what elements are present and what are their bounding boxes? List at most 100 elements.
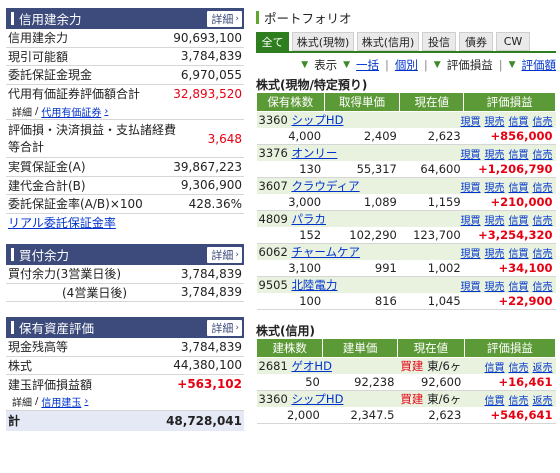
cost-cell: 816 <box>324 293 400 310</box>
margin-row: 実質保証金(A) 39,867,223 <box>6 158 244 177</box>
trade-link[interactable]: 現売 <box>484 149 505 161</box>
stock-name-link[interactable]: 北陸電力 <box>291 278 338 292</box>
holding-values-row: 4,000 2,409 2,623 +856,000 <box>256 128 556 145</box>
stock-name-link[interactable]: チャームケア <box>291 245 360 259</box>
trade-link[interactable]: 現売 <box>484 116 505 128</box>
tab-funds[interactable]: 投信 <box>422 32 456 51</box>
triangle-down-icon: ▼ <box>433 59 441 70</box>
trade-link[interactable]: 信売 <box>532 116 553 128</box>
trade-link[interactable]: 信買 <box>508 149 529 161</box>
position-side: 買建 <box>400 359 424 373</box>
individual-link[interactable]: 個別 <box>394 57 418 72</box>
stock-name-link[interactable]: シップHD <box>291 113 344 127</box>
trade-link[interactable]: 信買 <box>508 215 529 227</box>
assets-detail-button[interactable]: 詳細 › <box>207 319 242 336</box>
trade-link[interactable]: 信売 <box>532 281 553 293</box>
trade-link[interactable]: 返売 <box>532 395 553 407</box>
trade-link[interactable]: 現買 <box>460 215 481 227</box>
buying-detail-button[interactable]: 詳細 › <box>207 246 242 263</box>
stock-name-link[interactable]: シップHD <box>291 392 344 406</box>
holding-name-cell: 3360 シップHD <box>256 111 400 128</box>
pnl-cell: +546,641 <box>464 407 556 424</box>
holding-name-cell: 6062 チャームケア <box>256 243 400 260</box>
trade-link[interactable]: 信売 <box>508 395 529 407</box>
stock-name-link[interactable]: ゲオHD <box>291 359 332 373</box>
cost-cell: 102,290 <box>324 227 400 244</box>
chevron-right-icon[interactable]: › <box>104 105 109 117</box>
trade-link[interactable]: 信売 <box>532 215 553 227</box>
substitute-securities-link[interactable]: 代用有価証券 <box>41 107 102 119</box>
portfolio-panel: ポートフォリオ 全て 株式(現物) 株式(信用) 投信 債券 CW ▼ 表示 ▼… <box>255 8 557 424</box>
pnl-cell: +210,000 <box>463 194 556 211</box>
trade-link[interactable]: 信売 <box>532 248 553 260</box>
tab-bonds[interactable]: 債券 <box>459 32 493 51</box>
trade-link[interactable]: 現買 <box>460 281 481 293</box>
trade-link[interactable]: 信売 <box>532 149 553 161</box>
chevron-right-icon[interactable]: › <box>84 396 89 407</box>
holding-values-row: 130 55,317 64,600 +1,206,790 <box>256 161 556 178</box>
margin-row: 代用有価証券評価額合計 32,893,520 <box>8 86 242 102</box>
trade-link[interactable]: 現買 <box>460 149 481 161</box>
trade-link[interactable]: 信売 <box>532 182 553 194</box>
trade-link[interactable]: 現買 <box>460 182 481 194</box>
stock-name-link[interactable]: オンリー <box>291 146 338 160</box>
position-side: 買建 <box>400 392 424 406</box>
trade-link[interactable]: 信買 <box>484 362 505 374</box>
tab-cw[interactable]: CW <box>496 32 530 51</box>
trade-links: 現買 現売 信買 信売 <box>399 210 556 227</box>
tab-cash-stock[interactable]: 株式(現物) <box>292 32 354 51</box>
trade-link[interactable]: 現買 <box>460 116 481 128</box>
cash-stock-section-title: 株式(現物/特定預り) <box>256 77 368 92</box>
margin-positions-link[interactable]: 信用建玉 <box>41 398 82 409</box>
price-cell: 92,600 <box>397 374 465 391</box>
trade-link[interactable]: 信買 <box>508 248 529 260</box>
side-market-cell: 買建 東/6ヶ <box>397 390 465 407</box>
holding-name-row: 4809 パラカ 現買 現売 信買 信売 <box>256 210 556 227</box>
trade-link[interactable]: 現売 <box>484 281 505 293</box>
stock-name-link[interactable]: クラウディア <box>291 179 360 193</box>
realtime-ratio-row: リアル委託保証金率 <box>6 214 244 233</box>
qty-cell: 3,100 <box>256 260 325 277</box>
trade-links: 現買 現売 信買 信売 <box>399 243 556 260</box>
trade-link[interactable]: 現売 <box>484 248 505 260</box>
stock-name-link[interactable]: パラカ <box>291 212 326 226</box>
position-name-row: 2681 ゲオHD 買建 東/6ヶ 信買 信売 返売 <box>256 357 556 374</box>
tab-margin-stock[interactable]: 株式(信用) <box>357 32 419 51</box>
margin-row: 建代金合計(B) 9,306,900 <box>6 177 244 195</box>
margin-positions-sublink: 詳細 / 信用建玉 › <box>6 394 244 411</box>
tab-all[interactable]: 全て <box>256 32 289 51</box>
chevron-right-icon: › <box>235 14 239 24</box>
assets-title: 保有資産評価 <box>19 321 95 336</box>
margin-row: 信用建余力 90,693,100 <box>6 29 244 48</box>
valuation-link[interactable]: 評価額 <box>521 57 557 72</box>
realtime-ratio-link[interactable]: リアル委託保証金率 <box>8 216 116 231</box>
trade-link[interactable]: 信買 <box>508 182 529 194</box>
tab-underline <box>256 51 556 53</box>
trade-link[interactable]: 信買 <box>508 116 529 128</box>
qty-cell: 100 <box>256 293 325 310</box>
margin-row: 現引可能額 3,784,839 <box>6 48 244 66</box>
buying-row: (4営業日後) 3,784,839 <box>6 284 244 302</box>
position-name-cell: 3360 シップHD <box>256 390 398 407</box>
price-cell: 1,159 <box>399 194 464 211</box>
portfolio-header: ポートフォリオ <box>256 8 556 26</box>
margin-row: 委託保証金現金 6,970,055 <box>6 66 244 85</box>
portfolio-tabs: 全て 株式(現物) 株式(信用) 投信 債券 CW <box>256 32 556 51</box>
margin-stock-section-title: 株式(信用) <box>256 323 315 338</box>
trade-link[interactable]: 現売 <box>484 182 505 194</box>
bulk-link[interactable]: 一括 <box>356 57 380 72</box>
trade-link[interactable]: 現売 <box>484 215 505 227</box>
trade-links: 現買 現売 信買 信売 <box>399 144 556 161</box>
price-cell: 2,623 <box>397 407 465 424</box>
trade-link[interactable]: 信買 <box>508 281 529 293</box>
holding-name-cell: 3607 クラウディア <box>256 177 400 194</box>
margin-detail-button[interactable]: 詳細 › <box>207 10 242 27</box>
trade-link[interactable]: 返売 <box>532 362 553 374</box>
trade-link[interactable]: 信売 <box>508 362 529 374</box>
pnl-cell: +3,254,320 <box>463 227 556 244</box>
trade-link[interactable]: 信買 <box>484 395 505 407</box>
cost-cell: 55,317 <box>324 161 400 178</box>
trade-link[interactable]: 現買 <box>460 248 481 260</box>
position-market: 東/6ヶ <box>427 392 462 406</box>
trade-links: 現買 現売 信買 信売 <box>399 177 556 194</box>
